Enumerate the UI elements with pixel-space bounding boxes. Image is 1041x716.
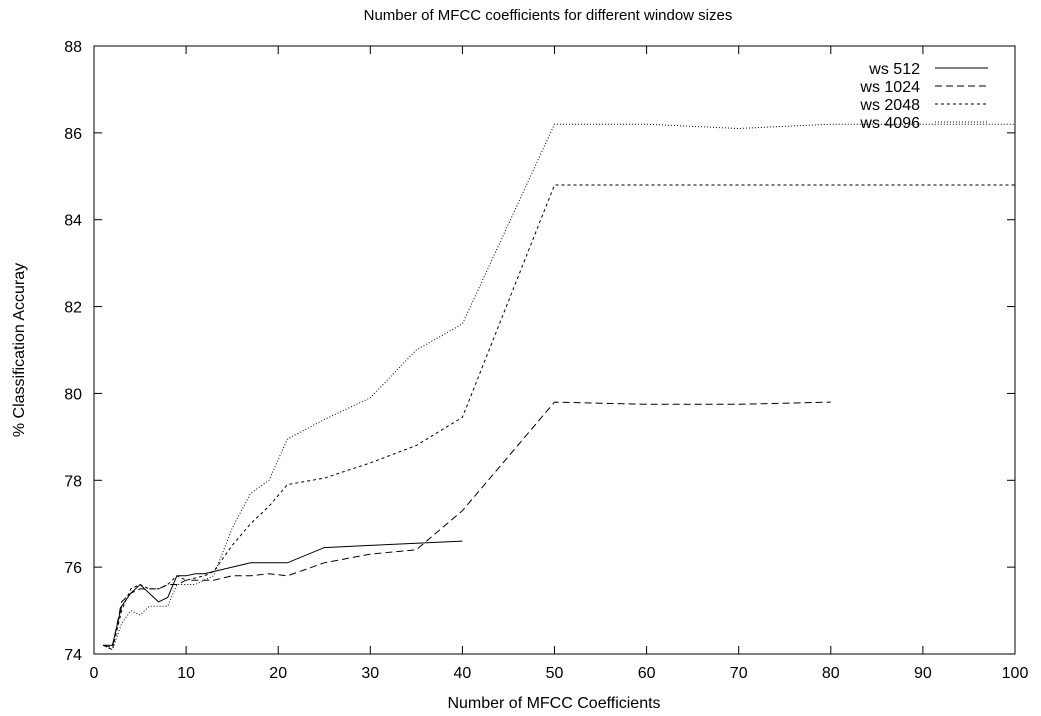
legend-label: ws 4096	[859, 115, 920, 132]
y-tick-label: 78	[64, 473, 82, 490]
x-axis-title: Number of MFCC Coefficients	[447, 695, 660, 712]
x-tick-label: 10	[177, 665, 195, 682]
y-tick-label: 88	[64, 39, 82, 56]
x-tick-label: 20	[269, 665, 287, 682]
x-tick-label: 80	[822, 665, 840, 682]
x-tick-label: 70	[730, 665, 748, 682]
y-axis: 74 76 78 80 82 84 86 88	[64, 39, 1015, 664]
plot-frame	[93, 45, 1016, 655]
x-tick-label: 30	[361, 665, 379, 682]
chart-title: Number of MFCC coefficients for differen…	[364, 7, 733, 24]
y-tick-label: 86	[64, 126, 82, 143]
series-line-ws-512	[103, 540, 463, 646]
y-tick-label: 84	[64, 213, 82, 230]
x-tick-label: 90	[914, 665, 932, 682]
y-tick-label: 76	[64, 560, 82, 577]
y-axis-title: % Classification Accuray	[11, 263, 28, 437]
legend-label: ws 2048	[859, 97, 920, 114]
x-axis: 0 10 20 30 40 50 60 70 80 90 100	[90, 46, 1029, 682]
series-line-ws-4096	[102, 123, 1015, 651]
series-line-ws-2048	[102, 184, 1015, 651]
series-lines	[102, 123, 1015, 651]
x-tick-label: 50	[546, 665, 564, 682]
y-tick-label: 74	[64, 647, 82, 664]
x-tick-label: 60	[638, 665, 656, 682]
x-tick-label: 0	[90, 665, 99, 682]
x-tick-label: 100	[1002, 665, 1029, 682]
y-tick-label: 80	[64, 386, 82, 403]
y-tick-label: 82	[64, 300, 82, 317]
x-tick-label: 40	[454, 665, 472, 682]
series-line-ws-1024	[103, 401, 831, 649]
legend-label: ws 1024	[859, 79, 920, 96]
legend-label: ws 512	[868, 61, 920, 78]
